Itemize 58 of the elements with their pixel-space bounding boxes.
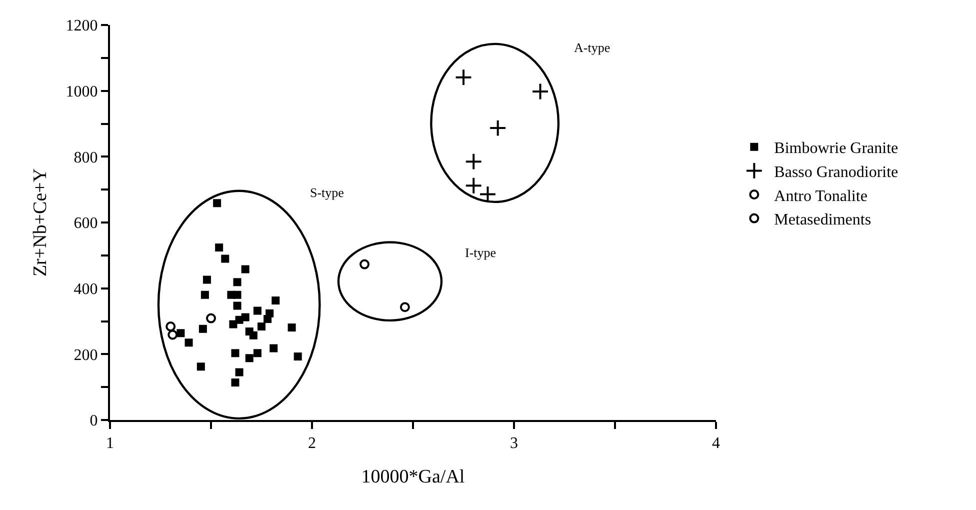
x-tick-label: 2 (308, 435, 316, 452)
point (264, 314, 272, 323)
point (233, 302, 242, 310)
point (294, 352, 302, 360)
point (270, 344, 278, 352)
point (245, 354, 254, 362)
legend-label: Basso Granodiorite (774, 164, 898, 181)
point (231, 349, 240, 358)
point (235, 316, 244, 324)
annotation: S-type (310, 185, 344, 200)
y-tick-label: 1200 (66, 18, 98, 35)
point (198, 324, 207, 333)
point (184, 338, 193, 347)
y-tick-label: 1000 (66, 83, 98, 100)
x-tick-label: 4 (712, 435, 720, 452)
point (166, 322, 176, 332)
point (233, 278, 242, 286)
point (489, 119, 507, 137)
point (202, 276, 211, 284)
point (249, 331, 258, 340)
y-tick-label: 400 (74, 280, 98, 298)
point (288, 324, 296, 332)
point (206, 313, 216, 324)
x-axis-title: 10000*Ga/Al (361, 466, 465, 488)
point (215, 244, 224, 252)
y-tick-label: 200 (74, 346, 98, 364)
point (454, 68, 472, 86)
point (464, 176, 482, 194)
y-axis-title: Zr+Nb+Ce+Y (30, 168, 52, 277)
y-tick-label: 600 (74, 215, 98, 232)
point (272, 296, 280, 305)
point (221, 254, 230, 263)
point (258, 322, 266, 331)
legend-label: Bimbowrie Granite (774, 140, 898, 158)
point (231, 378, 240, 386)
point (464, 152, 482, 170)
point (253, 349, 262, 358)
point (168, 330, 178, 340)
point (229, 320, 238, 328)
point (176, 329, 185, 338)
point (235, 368, 244, 376)
point (200, 290, 209, 299)
y-tick-label: 800 (74, 149, 98, 166)
point (213, 199, 222, 208)
y-tick-label: 0 (90, 412, 98, 430)
annotation: I-type (465, 245, 496, 260)
point (241, 265, 250, 274)
point (532, 82, 549, 100)
x-tick-label: 3 (510, 435, 518, 452)
legend-label: Metasediments (774, 212, 872, 229)
point (360, 259, 370, 270)
point (400, 302, 410, 312)
legend-label: Antro Tonalite (774, 188, 868, 205)
point (253, 306, 262, 315)
point (233, 290, 242, 299)
x-tick-label: 1 (106, 435, 114, 452)
point (196, 362, 205, 371)
annotation: A-type (574, 40, 610, 55)
